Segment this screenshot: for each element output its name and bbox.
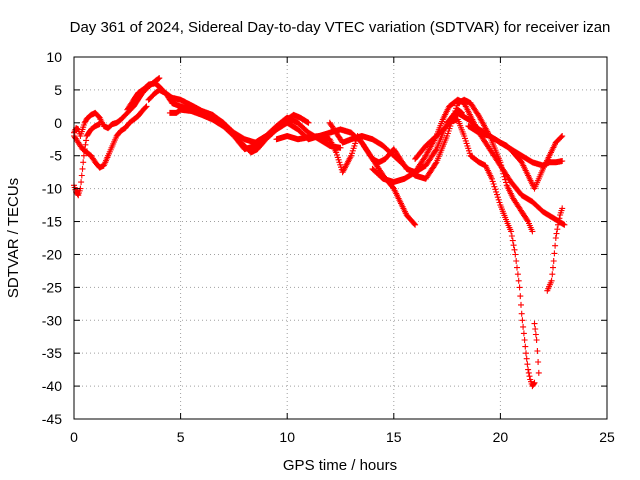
y-tick-label: -20 <box>42 246 62 262</box>
y-tick-label: -30 <box>42 312 62 328</box>
y-tick-label: -35 <box>42 345 62 361</box>
series-track-13 <box>531 320 542 376</box>
ticks-layer <box>73 56 608 420</box>
x-tick-label: 5 <box>177 429 185 445</box>
series-markers <box>166 106 419 228</box>
y-tick-label: -5 <box>50 148 63 164</box>
y-tick-label: -25 <box>42 279 62 295</box>
tick-labels-layer: 0 5 10 15 20 25 10 5 0 -5 -10 -15 -20 -25 -30 -35 -40 -45 <box>42 49 615 445</box>
y-tick-label: -10 <box>42 181 62 197</box>
x-axis-label: GPS time / hours <box>283 457 397 474</box>
series-markers <box>544 205 566 294</box>
series-markers <box>444 116 538 390</box>
y-tick-label: 0 <box>54 115 62 131</box>
x-tick-label: 15 <box>386 429 402 445</box>
series-track-11 <box>444 116 538 390</box>
x-tick-label: 25 <box>599 429 615 445</box>
plot-frame <box>73 56 608 420</box>
series-markers <box>465 123 566 192</box>
series-track-6 <box>166 106 419 228</box>
x-tick-label: 10 <box>279 429 295 445</box>
y-tick-label: -15 <box>42 214 62 230</box>
series-track-12 <box>465 123 566 192</box>
y-tick-label: -40 <box>42 378 62 394</box>
data-points-layer <box>71 75 568 390</box>
y-axis-label: SDTVAR / TECUs <box>5 178 22 298</box>
series-track-14 <box>544 205 566 294</box>
y-tick-label: 10 <box>46 49 62 65</box>
series-markers <box>531 320 542 376</box>
chart-title: Day 361 of 2024, Sidereal Day-to-day VTE… <box>70 19 611 36</box>
series-markers <box>326 96 536 235</box>
x-tick-label: 0 <box>70 429 78 445</box>
y-tick-label: 5 <box>54 82 62 98</box>
y-tick-label: -45 <box>42 411 62 427</box>
x-tick-label: 20 <box>493 429 509 445</box>
series-track-8 <box>326 96 536 235</box>
